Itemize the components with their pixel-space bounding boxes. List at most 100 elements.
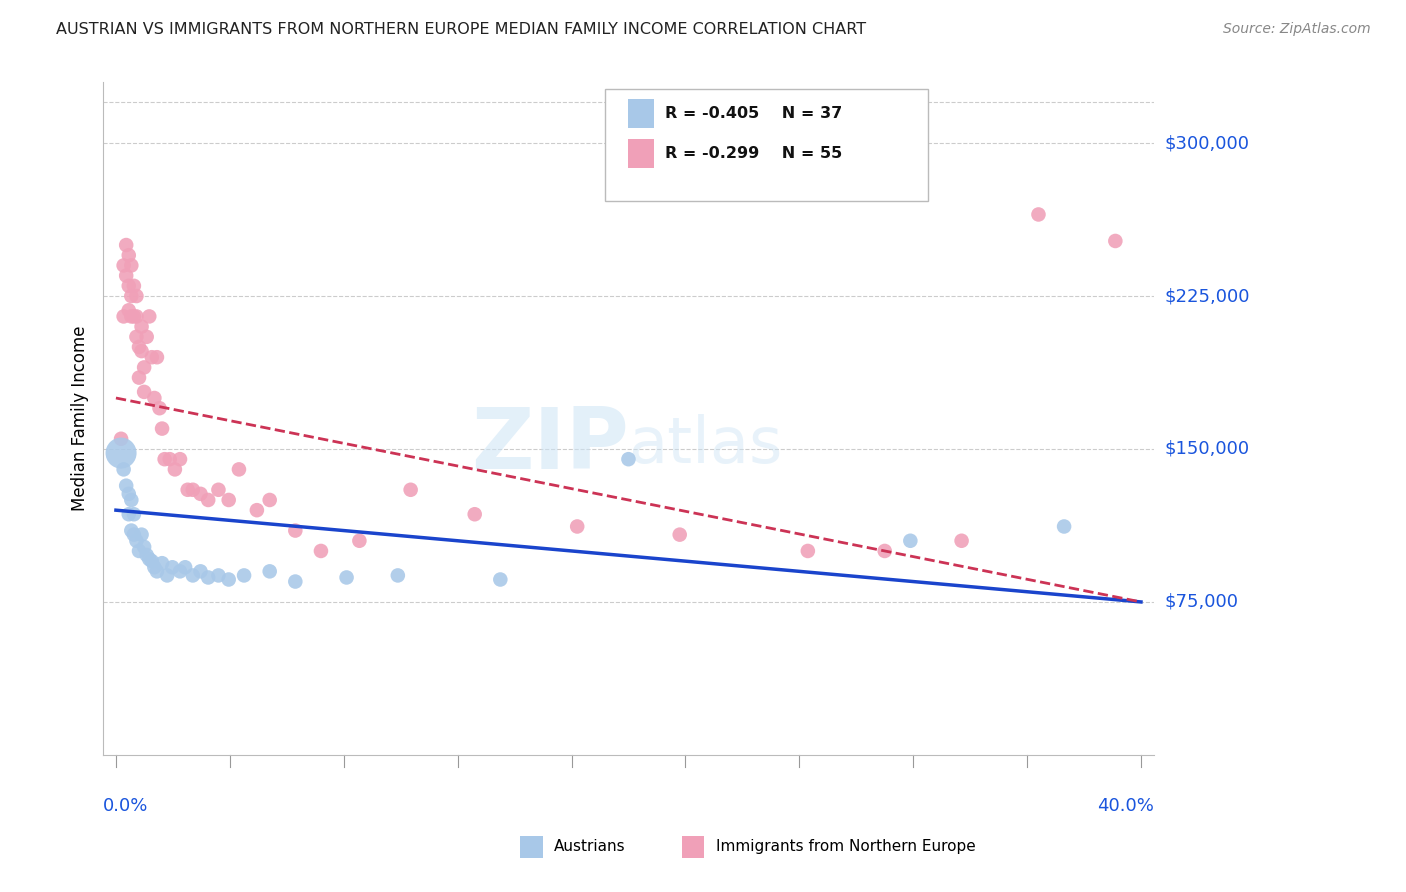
Point [309,544,332,558]
Text: ZIP: ZIP [471,404,628,487]
Point [122,278,145,293]
Point [1104,234,1126,248]
Point [156,568,179,582]
Point [162,560,184,574]
Point [141,554,163,568]
Point [115,268,138,283]
Point [873,544,896,558]
Point [128,370,150,384]
Point [112,259,135,273]
Point [143,560,166,574]
Point [110,446,132,460]
Point [118,487,141,501]
Point [349,533,371,548]
Point [335,570,357,584]
Point [125,310,148,324]
Point [259,493,281,508]
Point [120,310,142,324]
Point [197,493,219,508]
Point [181,568,204,582]
Point [284,574,307,589]
Point [218,493,240,508]
Point [668,527,690,541]
Text: $150,000: $150,000 [1166,440,1250,458]
Point [197,570,219,584]
Point [120,289,142,303]
Point [190,565,212,579]
Point [122,508,145,522]
Point [131,319,153,334]
Text: Immigrants from Northern Europe: Immigrants from Northern Europe [716,839,976,855]
Text: Source: ZipAtlas.com: Source: ZipAtlas.com [1223,22,1371,37]
Point [284,524,307,538]
Y-axis label: Median Family Income: Median Family Income [72,326,89,511]
Point [489,573,512,587]
Text: $75,000: $75,000 [1166,593,1239,611]
Point [131,527,153,541]
Point [120,259,142,273]
Point [122,310,145,324]
Point [134,384,156,399]
Point [112,462,135,476]
Point [399,483,422,497]
Point [128,340,150,354]
Point [176,483,198,497]
Point [135,548,157,562]
Point [120,524,142,538]
Point [387,568,409,582]
Point [134,360,156,375]
Point [169,565,191,579]
Point [159,452,181,467]
Point [169,452,191,467]
Point [228,462,250,476]
Text: $300,000: $300,000 [1166,134,1250,152]
Point [181,483,204,497]
Point [110,432,132,446]
Text: R = -0.299    N = 55: R = -0.299 N = 55 [665,146,842,161]
Point [115,479,138,493]
Point [115,238,138,252]
Point [134,540,156,554]
Point [950,533,973,548]
Point [146,565,169,579]
Text: R = -0.405    N = 37: R = -0.405 N = 37 [665,106,842,120]
Point [143,391,166,405]
Point [233,568,256,582]
Point [128,544,150,558]
Point [163,462,186,476]
Point [118,278,141,293]
Point [207,483,229,497]
Point [122,527,145,541]
Point [138,552,160,566]
Text: 0.0%: 0.0% [103,797,149,814]
Point [259,565,281,579]
Point [138,310,160,324]
Text: atlas: atlas [628,414,783,476]
Point [125,330,148,344]
Point [135,330,157,344]
Point [464,508,486,522]
Point [150,421,173,435]
Text: Austrians: Austrians [554,839,626,855]
Point [1028,207,1050,221]
Text: AUSTRIAN VS IMMIGRANTS FROM NORTHERN EUROPE MEDIAN FAMILY INCOME CORRELATION CHA: AUSTRIAN VS IMMIGRANTS FROM NORTHERN EUR… [56,22,866,37]
Point [118,508,141,522]
Point [150,556,173,570]
Point [898,533,921,548]
Point [246,503,269,517]
Point [153,452,176,467]
Point [118,303,141,318]
Point [131,344,153,359]
Point [120,493,142,508]
Point [146,350,169,364]
Point [141,350,163,364]
Text: $225,000: $225,000 [1166,287,1250,305]
Point [567,519,589,533]
Point [190,487,212,501]
Point [112,310,135,324]
Point [207,568,229,582]
Point [218,573,240,587]
Point [617,452,640,467]
Text: 40.0%: 40.0% [1097,797,1154,814]
Point [148,401,170,416]
